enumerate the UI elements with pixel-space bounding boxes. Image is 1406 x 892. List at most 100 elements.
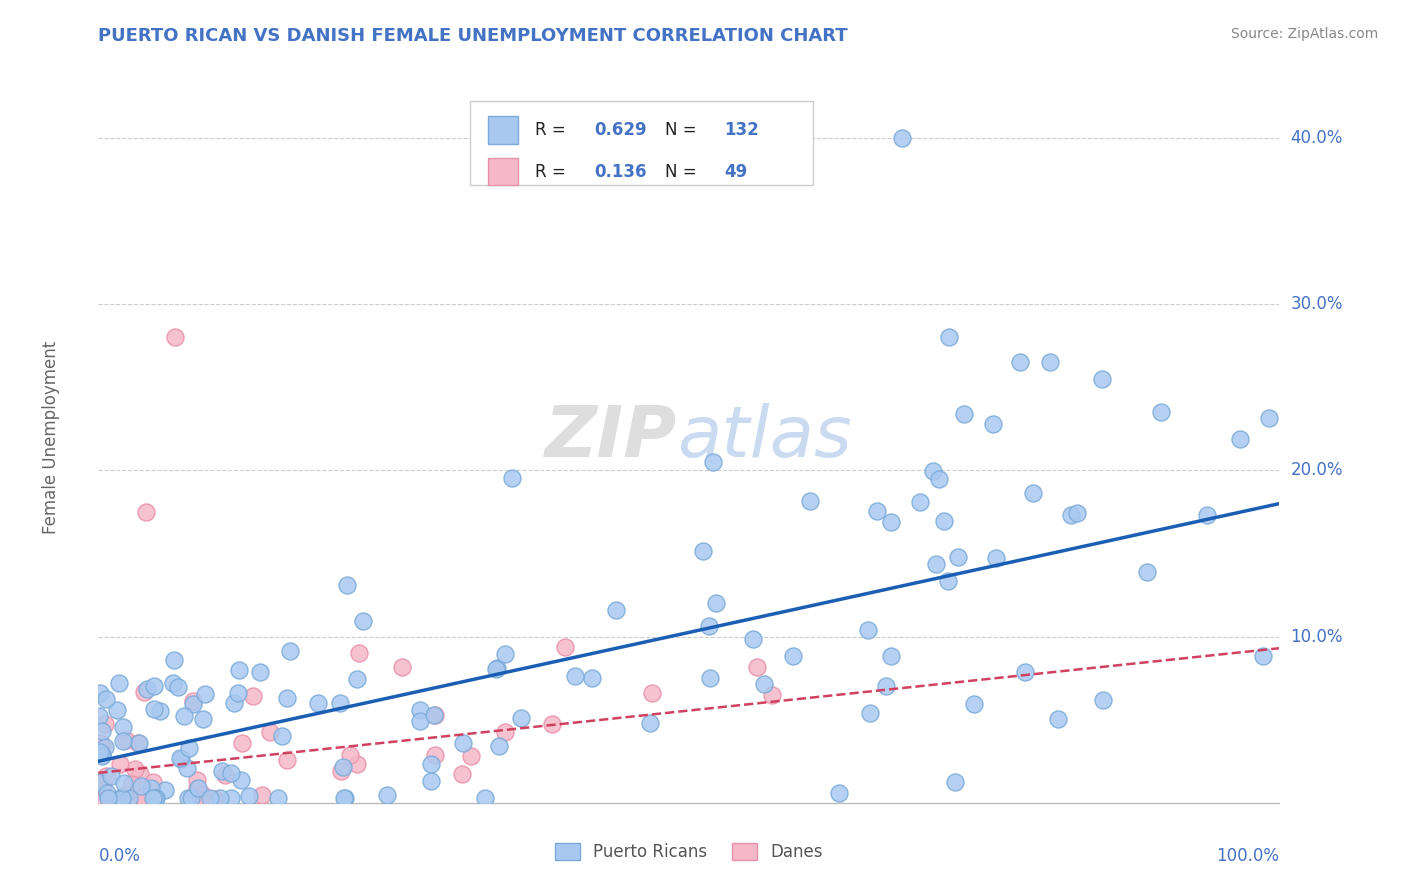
Point [188,792,211,806]
Point [118,790,141,805]
Point [128,735,150,749]
Text: 30.0%: 30.0% [1291,295,1343,313]
Point [928,472,950,486]
Point [143,790,166,805]
Point [501,471,523,485]
Point [228,663,250,677]
Point [107,676,129,690]
Point [1039,355,1062,369]
Point [890,131,912,145]
Text: PUERTO RICAN VS DANISH FEMALE UNEMPLOYMENT CORRELATION CHART: PUERTO RICAN VS DANISH FEMALE UNEMPLOYME… [98,27,848,45]
Point [880,648,903,663]
Point [132,789,155,804]
Point [96,692,118,706]
Point [450,767,472,781]
Point [169,751,191,765]
Point [111,734,134,748]
Point [173,708,195,723]
Point [1014,665,1036,680]
Text: 20.0%: 20.0% [1291,461,1343,479]
Point [131,789,153,804]
Point [704,596,727,610]
Point [564,669,586,683]
Point [112,720,135,734]
Point [127,736,149,750]
Point [699,671,721,685]
Point [352,614,374,628]
Point [875,679,897,693]
Point [702,455,724,469]
Point [1008,355,1031,369]
Point [752,677,775,691]
Point [1229,432,1251,446]
Point [280,644,302,658]
Point [1046,713,1069,727]
Point [346,756,368,771]
Point [180,790,202,805]
Point [229,773,252,788]
Point [858,623,880,637]
Point [332,790,354,805]
Point [494,648,516,662]
Point [1059,508,1081,523]
Point [782,648,804,663]
Point [332,760,354,774]
Point [89,791,111,805]
Point [142,790,165,805]
Point [1251,649,1274,664]
Point [1091,372,1114,386]
Text: 132: 132 [724,121,759,139]
Point [163,653,186,667]
Text: 10.0%: 10.0% [1291,628,1343,646]
Point [329,764,352,778]
Point [100,769,122,783]
Point [1092,693,1115,707]
Point [177,740,200,755]
Point [183,694,205,708]
Point [214,768,236,782]
Text: 0.136: 0.136 [595,162,647,180]
Text: 0.0%: 0.0% [98,847,141,864]
Point [866,503,889,517]
Point [799,494,821,508]
Point [142,702,165,716]
Point [94,716,117,731]
Text: Female Unemployment: Female Unemployment [42,341,60,533]
Point [745,659,768,673]
Point [742,632,765,647]
Point [183,697,205,711]
Point [409,714,432,729]
Point [219,790,242,805]
Point [250,788,273,802]
Point [93,776,115,790]
Text: atlas: atlas [678,402,852,472]
Point [605,603,627,617]
Point [87,709,110,723]
Point [96,786,118,800]
Point [112,790,135,805]
Point [121,777,143,791]
Point [198,790,221,805]
Point [924,558,946,572]
Point [114,788,136,802]
Point [879,515,901,529]
Point [932,514,955,528]
Point [494,724,516,739]
Point [336,578,359,592]
Point [948,549,970,564]
Point [640,716,662,731]
Point [828,786,851,800]
Point [391,659,413,673]
Point [307,697,329,711]
Point [1135,566,1157,580]
FancyBboxPatch shape [471,101,813,185]
Point [132,685,155,699]
Point [581,671,603,685]
Text: R =: R = [536,162,571,180]
Point [209,790,232,805]
Point [114,733,136,747]
Point [97,790,120,805]
Point [141,781,163,796]
Point [93,792,115,806]
Point [541,716,564,731]
